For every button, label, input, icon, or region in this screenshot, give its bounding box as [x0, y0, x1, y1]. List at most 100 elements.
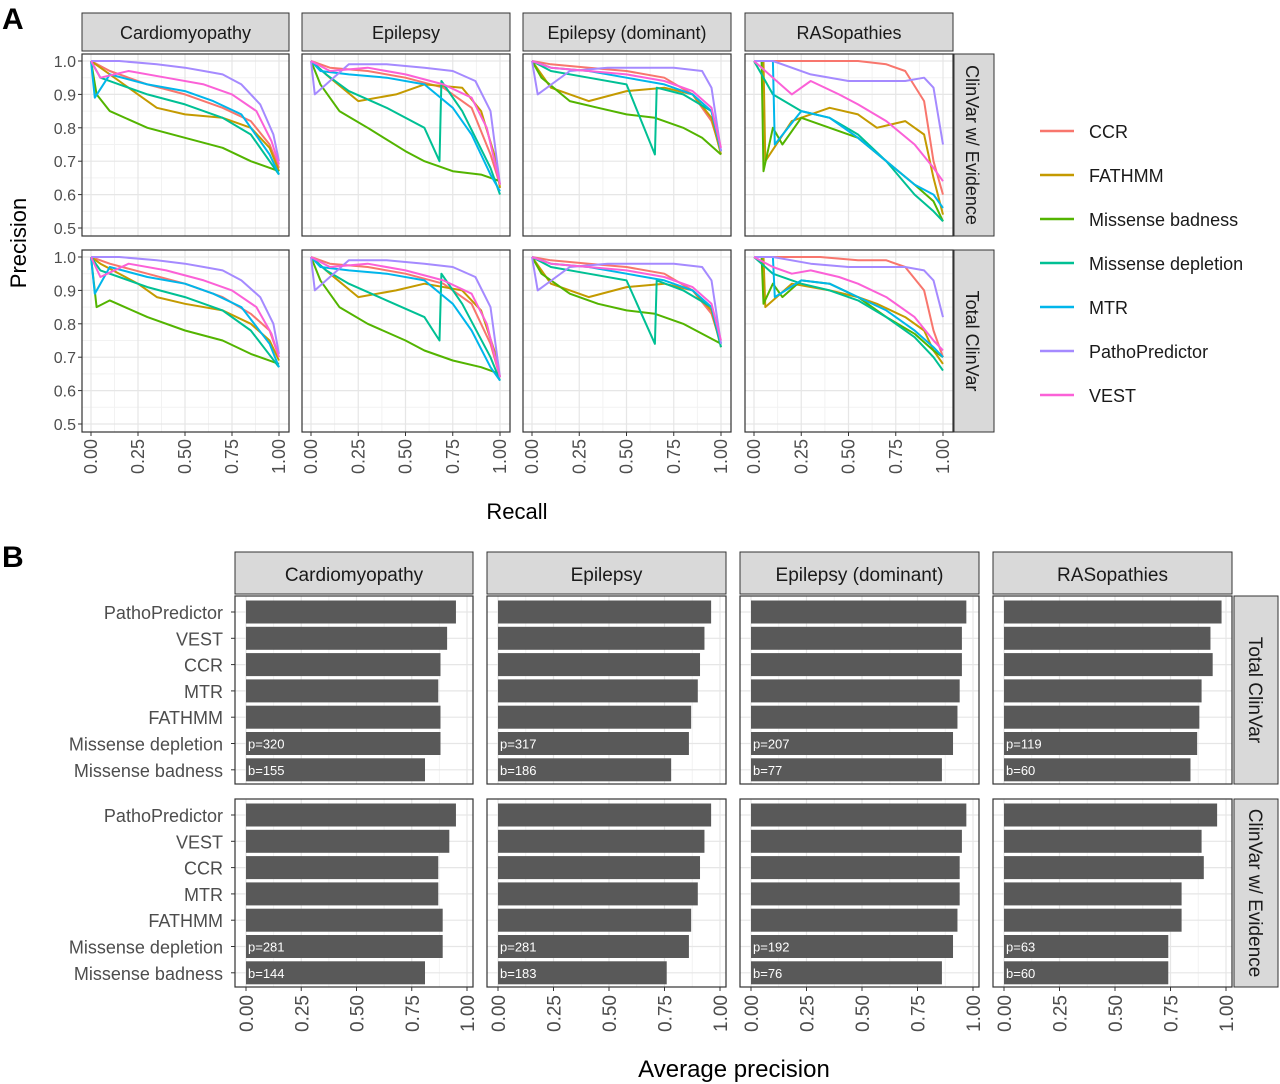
- bar-mtr: [1004, 679, 1202, 703]
- pr-curve-mtr: [754, 60, 944, 209]
- x-tick-label: 0.25: [292, 995, 313, 1032]
- bar-mtr: [498, 679, 698, 703]
- x-tick-label: 0.00: [995, 995, 1016, 1032]
- bar-missense-depletion: [246, 935, 443, 958]
- category-label-mtr: MTR: [184, 682, 223, 702]
- panel-border: [81, 53, 290, 237]
- panel-border: [744, 53, 954, 237]
- count-label-benign: b=60: [1006, 966, 1035, 981]
- bar-missense-depletion: [498, 732, 689, 755]
- x-tick-label: 0.75: [443, 439, 463, 474]
- bar-vest: [246, 626, 448, 650]
- bar-pathopredictor: [1004, 803, 1218, 827]
- facet-strip-clinvar-w-evidence: [953, 53, 995, 237]
- recall-precision-panel-total-clinvar-epilepsy-dominant: [522, 249, 732, 433]
- category-label-vest: VEST: [176, 832, 223, 852]
- bar-vest: [246, 829, 450, 853]
- x-tick-label: 1.00: [933, 439, 953, 474]
- pr-curve-pathopredictor: [91, 256, 280, 355]
- pr-curve-pathopredictor: [754, 256, 944, 318]
- x-tick-label: 0.00: [522, 439, 542, 474]
- pr-curve-vest: [310, 256, 501, 378]
- bar-fathmm: [246, 908, 443, 932]
- legend-label-missense-depletion: Missense depletion: [1089, 254, 1243, 274]
- y-tick-label: 0.8: [54, 317, 76, 334]
- bar-missense-badness: [498, 961, 667, 985]
- bar-ccr: [751, 653, 962, 677]
- facet-strip-clinvar-w-evidence: [1233, 798, 1279, 988]
- legend-label-missense-badness: Missense badness: [1089, 210, 1238, 230]
- count-label-benign: b=155: [248, 763, 285, 778]
- count-label-benign: b=144: [248, 966, 285, 981]
- x-tick-label: 1.00: [269, 439, 289, 474]
- x-tick-label: 0.25: [348, 439, 368, 474]
- bar-missense-badness: [751, 961, 942, 985]
- bar-missense-depletion: [751, 732, 954, 755]
- bar-vest: [751, 829, 962, 853]
- legend-item-ccr: CCR: [1040, 122, 1128, 142]
- category-label-missense-depletion: Missense depletion: [69, 938, 223, 958]
- pr-curve-missense-depletion: [310, 60, 501, 195]
- count-label-pathogenic: p=281: [248, 940, 285, 955]
- bar-missense-depletion: [1004, 935, 1169, 958]
- count-label-pathogenic: p=317: [500, 737, 537, 752]
- category-label-fathmm: FATHMM: [148, 911, 223, 931]
- bar-fathmm: [1004, 705, 1200, 729]
- legend-item-missense-badness: Missense badness: [1040, 210, 1238, 230]
- facet-label-cardiomyopathy: Cardiomyopathy: [285, 565, 424, 586]
- panel-border: [486, 595, 727, 785]
- panel-border: [234, 595, 474, 785]
- x-tick-label: 0.75: [909, 995, 930, 1032]
- bar-missense-depletion: [751, 935, 954, 958]
- panel-border: [992, 798, 1233, 988]
- count-label-benign: b=60: [1006, 763, 1035, 778]
- facet-strip-rasopathies: [744, 12, 954, 52]
- pr-curve-missense-badness: [90, 256, 280, 365]
- pr-curve-vest: [90, 60, 280, 165]
- category-label-ccr: CCR: [184, 656, 223, 676]
- bar-missense-badness: [246, 961, 426, 985]
- legend-item-missense-depletion: Missense depletion: [1040, 254, 1243, 274]
- avg-precision-panel-clinvar-w-evidence-epilepsy-dominant: p=192 b=76: [739, 798, 980, 988]
- bar-fathmm: [1004, 908, 1182, 932]
- x-tick-label: 0.75: [222, 439, 242, 474]
- facet-label-rasopathies: RASopathies: [1057, 565, 1168, 586]
- pr-curve-pathopredictor: [91, 60, 280, 162]
- count-label-pathogenic: p=320: [248, 737, 285, 752]
- panel-border: [486, 798, 727, 988]
- facet-label-epilepsy: Epilepsy: [372, 23, 440, 43]
- bar-mtr: [246, 679, 439, 703]
- facet-strip-total-clinvar: [953, 249, 995, 433]
- pr-curve-missense-depletion: [90, 60, 280, 176]
- facet-strip-cardiomyopathy: [81, 12, 290, 52]
- avg-precision-panel-clinvar-w-evidence-cardiomyopathy: p=281 b=144: [234, 798, 474, 988]
- panel-a-letter: A: [2, 3, 24, 36]
- count-label-pathogenic: p=207: [753, 737, 790, 752]
- legend-label-ccr: CCR: [1089, 122, 1128, 142]
- pr-curve-missense-depletion: [753, 60, 944, 222]
- count-label-pathogenic: p=119: [1006, 737, 1042, 752]
- bar-fathmm: [751, 908, 958, 932]
- category-label-missense-badness: Missense badness: [74, 964, 223, 984]
- category-label-missense-depletion: Missense depletion: [69, 735, 223, 755]
- y-tick-label: 0.5: [54, 417, 76, 434]
- x-tick-label: 0.25: [545, 995, 566, 1032]
- recall-precision-panel-clinvar-w-evidence-epilepsy: [301, 53, 511, 237]
- bar-vest: [498, 829, 705, 853]
- bar-pathopredictor: [751, 600, 967, 624]
- facet-label-epilepsy-dominant: Epilepsy (dominant): [547, 23, 706, 43]
- bar-missense-badness: [1004, 961, 1169, 985]
- avg-precision-panel-total-clinvar-epilepsy-dominant: p=207 b=77: [739, 595, 980, 785]
- bar-missense-badness: [751, 758, 942, 782]
- pr-curve-vest: [90, 256, 280, 358]
- avg-precision-panel-total-clinvar-rasopathies: p=119 b=60: [992, 595, 1233, 785]
- x-tick-label: 0.25: [569, 439, 589, 474]
- bar-pathopredictor: [498, 600, 712, 624]
- x-tick-label: 0.25: [1051, 995, 1072, 1032]
- x-tick-label: 1.00: [711, 439, 731, 474]
- y-tick-label: 0.8: [54, 121, 76, 138]
- bar-ccr: [498, 856, 701, 880]
- pr-curve-missense-depletion: [310, 256, 501, 381]
- x-tick-label: 0.50: [348, 995, 369, 1032]
- legend-label-mtr: MTR: [1089, 298, 1128, 318]
